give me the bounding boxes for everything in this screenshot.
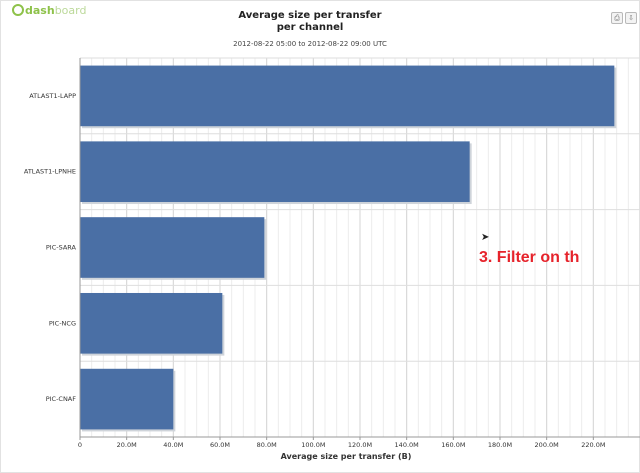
y-tick-label: PIC-CNAF — [46, 395, 77, 403]
y-tick-label: ATLAST1-LPNHE — [24, 168, 76, 176]
x-axis-label: Average size per transfer (B) — [281, 452, 412, 461]
x-tick-label: 200.0M — [535, 441, 559, 449]
bar — [80, 292, 223, 354]
bar — [80, 368, 174, 430]
print-icon[interactable]: ⎙ — [611, 12, 623, 24]
x-tick-label: 220.0M — [581, 441, 605, 449]
dashboard-logo[interactable]: dash board — [12, 2, 86, 18]
bar — [80, 217, 265, 278]
logo-text-main: dash — [25, 3, 55, 17]
y-tick-label: PIC-SARA — [46, 244, 77, 252]
x-tick-label: 120.0M — [348, 441, 372, 449]
x-tick-label: 0 — [78, 441, 82, 449]
x-tick-label: 20.0M — [117, 441, 137, 449]
x-tick-label: 100.0M — [301, 441, 325, 449]
x-tick-label: 40.0M — [163, 441, 183, 449]
bar — [80, 65, 615, 127]
x-tick-label: 80.0M — [257, 441, 277, 449]
y-tick-label: ATLAST1-LAPP — [29, 92, 76, 100]
x-tick-label: 140.0M — [395, 441, 419, 449]
chart-toolbar: ⎙ ⇩ — [611, 12, 637, 24]
logo-icon — [12, 4, 24, 16]
logo-text-sub: board — [54, 3, 87, 17]
x-tick-label: 60.0M — [210, 441, 230, 449]
mouse-cursor-icon: ➤ — [481, 232, 490, 243]
y-tick-label: PIC-NCG — [49, 319, 76, 327]
bar — [80, 141, 470, 203]
annotation-text: 3. Filter on th — [479, 249, 580, 266]
chart-subtitle: 2012-08-22 05:00 to 2012-08-22 09:00 UTC — [233, 40, 387, 48]
x-tick-label: 180.0M — [488, 441, 512, 449]
x-tick-label: 160.0M — [441, 441, 465, 449]
chart-title: Average size per transfer per channel — [210, 10, 410, 34]
download-icon[interactable]: ⇩ — [625, 12, 637, 24]
chart-title-line2: per channel — [276, 22, 344, 33]
chart-title-line1: Average size per transfer — [238, 10, 382, 21]
